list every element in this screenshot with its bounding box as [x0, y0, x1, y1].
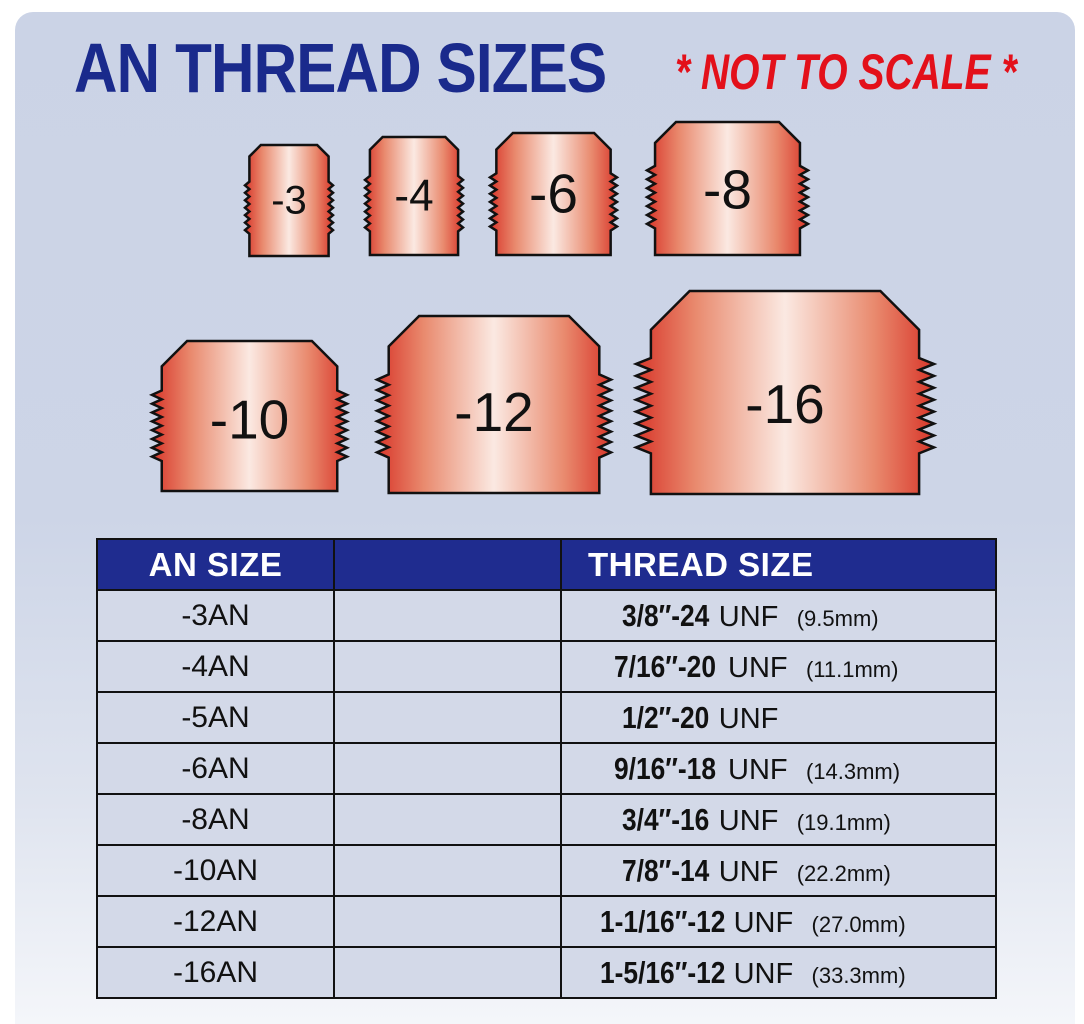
thread-mm: (14.3mm) — [805, 758, 901, 784]
thread-mm: (22.2mm) — [796, 860, 891, 886]
thread-fraction: 7/16″-20 — [614, 648, 716, 684]
page-title: AN THREAD SIZES — [74, 29, 607, 107]
thread-unf: UNF — [733, 957, 794, 990]
blank-cell — [333, 691, 562, 744]
thread-size-cell: 1-5/16″-12 UNF (33.3mm) — [560, 946, 997, 999]
table-row: -6AN 9/16″-18 UNF (14.3mm) — [96, 742, 997, 795]
fitting-label: -10 — [210, 389, 290, 451]
fitting-shape — [148, 339, 351, 493]
header-an-size: AN SIZE — [96, 538, 335, 591]
an-size-cell: -8AN — [96, 793, 335, 846]
thread-mm: (19.1mm) — [796, 809, 891, 835]
thread-mm: (11.1mm) — [805, 656, 899, 682]
thread-unf: UNF — [718, 702, 779, 735]
thread-size-cell: 9/16″-18 UNF (14.3mm) — [560, 742, 997, 795]
fitting-label: -6 — [529, 162, 578, 224]
fitting-label: -12 — [454, 381, 534, 443]
thread-unf: UNF — [728, 651, 788, 684]
thread-mm: (9.5mm) — [796, 605, 879, 631]
fitting-shape — [632, 289, 938, 496]
thread-size-cell: 1-1/16″-12 UNF (27.0mm) — [560, 895, 997, 948]
fitting-shape — [363, 135, 465, 257]
fitting-dash3: -3 — [243, 143, 335, 258]
thread-fraction: 1-5/16″-12 — [600, 954, 726, 990]
thread-size-cell: 3/8″-24 UNF (9.5mm) — [560, 589, 997, 642]
an-size-cell: -16AN — [96, 946, 335, 999]
table-row: -5AN 1/2″-20 UNF — [96, 691, 997, 744]
table-row: -4AN 7/16″-20 UNF (11.1mm) — [96, 640, 997, 693]
fitting-label: -16 — [745, 373, 825, 435]
not-to-scale-note: * NOT TO SCALE * — [675, 44, 1017, 100]
blank-cell — [333, 844, 562, 897]
an-size-cell: -12AN — [96, 895, 335, 948]
blank-cell — [333, 742, 562, 795]
thread-fraction: 1-1/16″-12 — [600, 903, 726, 939]
thread-unf: UNF — [733, 906, 794, 939]
fitting-shape — [243, 143, 335, 258]
thread-size-cell: 3/4″-16 UNF (19.1mm) — [560, 793, 997, 846]
table-row: -10AN 7/8″-14 UNF (22.2mm) — [96, 844, 997, 897]
header-thread-size: THREAD SIZE — [560, 538, 997, 591]
thread-mm: (33.3mm) — [811, 962, 906, 988]
table-row: -8AN 3/4″-16 UNF (19.1mm) — [96, 793, 997, 846]
thread-fraction: 3/4″-16 — [622, 801, 710, 837]
thread-size-cell: 1/2″-20 UNF — [560, 691, 997, 744]
blank-cell — [333, 793, 562, 846]
fitting-dash6: -6 — [487, 131, 620, 257]
table-row: -16AN 1-5/16″-12 UNF (33.3mm) — [96, 946, 997, 999]
fitting-shape — [487, 131, 620, 257]
fitting-dash10: -10 — [148, 339, 351, 493]
fitting-shape — [644, 120, 811, 257]
fitting-shape — [373, 314, 615, 495]
fitting-label: -3 — [271, 179, 307, 223]
thread-unf: UNF — [718, 804, 779, 837]
an-size-cell: -4AN — [96, 640, 335, 693]
thread-size-table: AN SIZE THREAD SIZE -3AN 3/8″-24 UNF (9.5… — [96, 538, 997, 999]
table-row: -12AN 1-1/16″-12 UNF (27.0mm) — [96, 895, 997, 948]
thread-fraction: 3/8″-24 — [622, 597, 710, 633]
blank-cell — [333, 589, 562, 642]
an-size-cell: -10AN — [96, 844, 335, 897]
fitting-dash8: -8 — [644, 120, 811, 257]
thread-unf: UNF — [728, 753, 788, 786]
blank-cell — [333, 640, 562, 693]
an-size-cell: -6AN — [96, 742, 335, 795]
thread-size-cell: 7/16″-20 UNF (11.1mm) — [560, 640, 997, 693]
thread-mm: (27.0mm) — [811, 911, 906, 937]
thread-unf: UNF — [718, 600, 779, 633]
fitting-dash16: -16 — [632, 289, 938, 496]
fitting-label: -8 — [703, 158, 752, 220]
table-row: -3AN 3/8″-24 UNF (9.5mm) — [96, 589, 997, 642]
thread-fraction: 7/8″-14 — [622, 852, 710, 888]
header-blank — [333, 538, 562, 591]
an-size-cell: -3AN — [96, 589, 335, 642]
fitting-label: -4 — [394, 172, 433, 221]
fitting-dash12: -12 — [373, 314, 615, 495]
blank-cell — [333, 946, 562, 999]
thread-unf: UNF — [718, 855, 779, 888]
thread-size-cell: 7/8″-14 UNF (22.2mm) — [560, 844, 997, 897]
thread-fraction: 9/16″-18 — [614, 750, 716, 786]
fitting-dash4: -4 — [363, 135, 465, 257]
table-header-row: AN SIZE THREAD SIZE — [96, 538, 997, 591]
blank-cell — [333, 895, 562, 948]
thread-fraction: 1/2″-20 — [622, 699, 710, 735]
an-size-cell: -5AN — [96, 691, 335, 744]
fittings-illustration: -3 -4 -6 -8 -10 -12 -16 — [148, 120, 938, 496]
